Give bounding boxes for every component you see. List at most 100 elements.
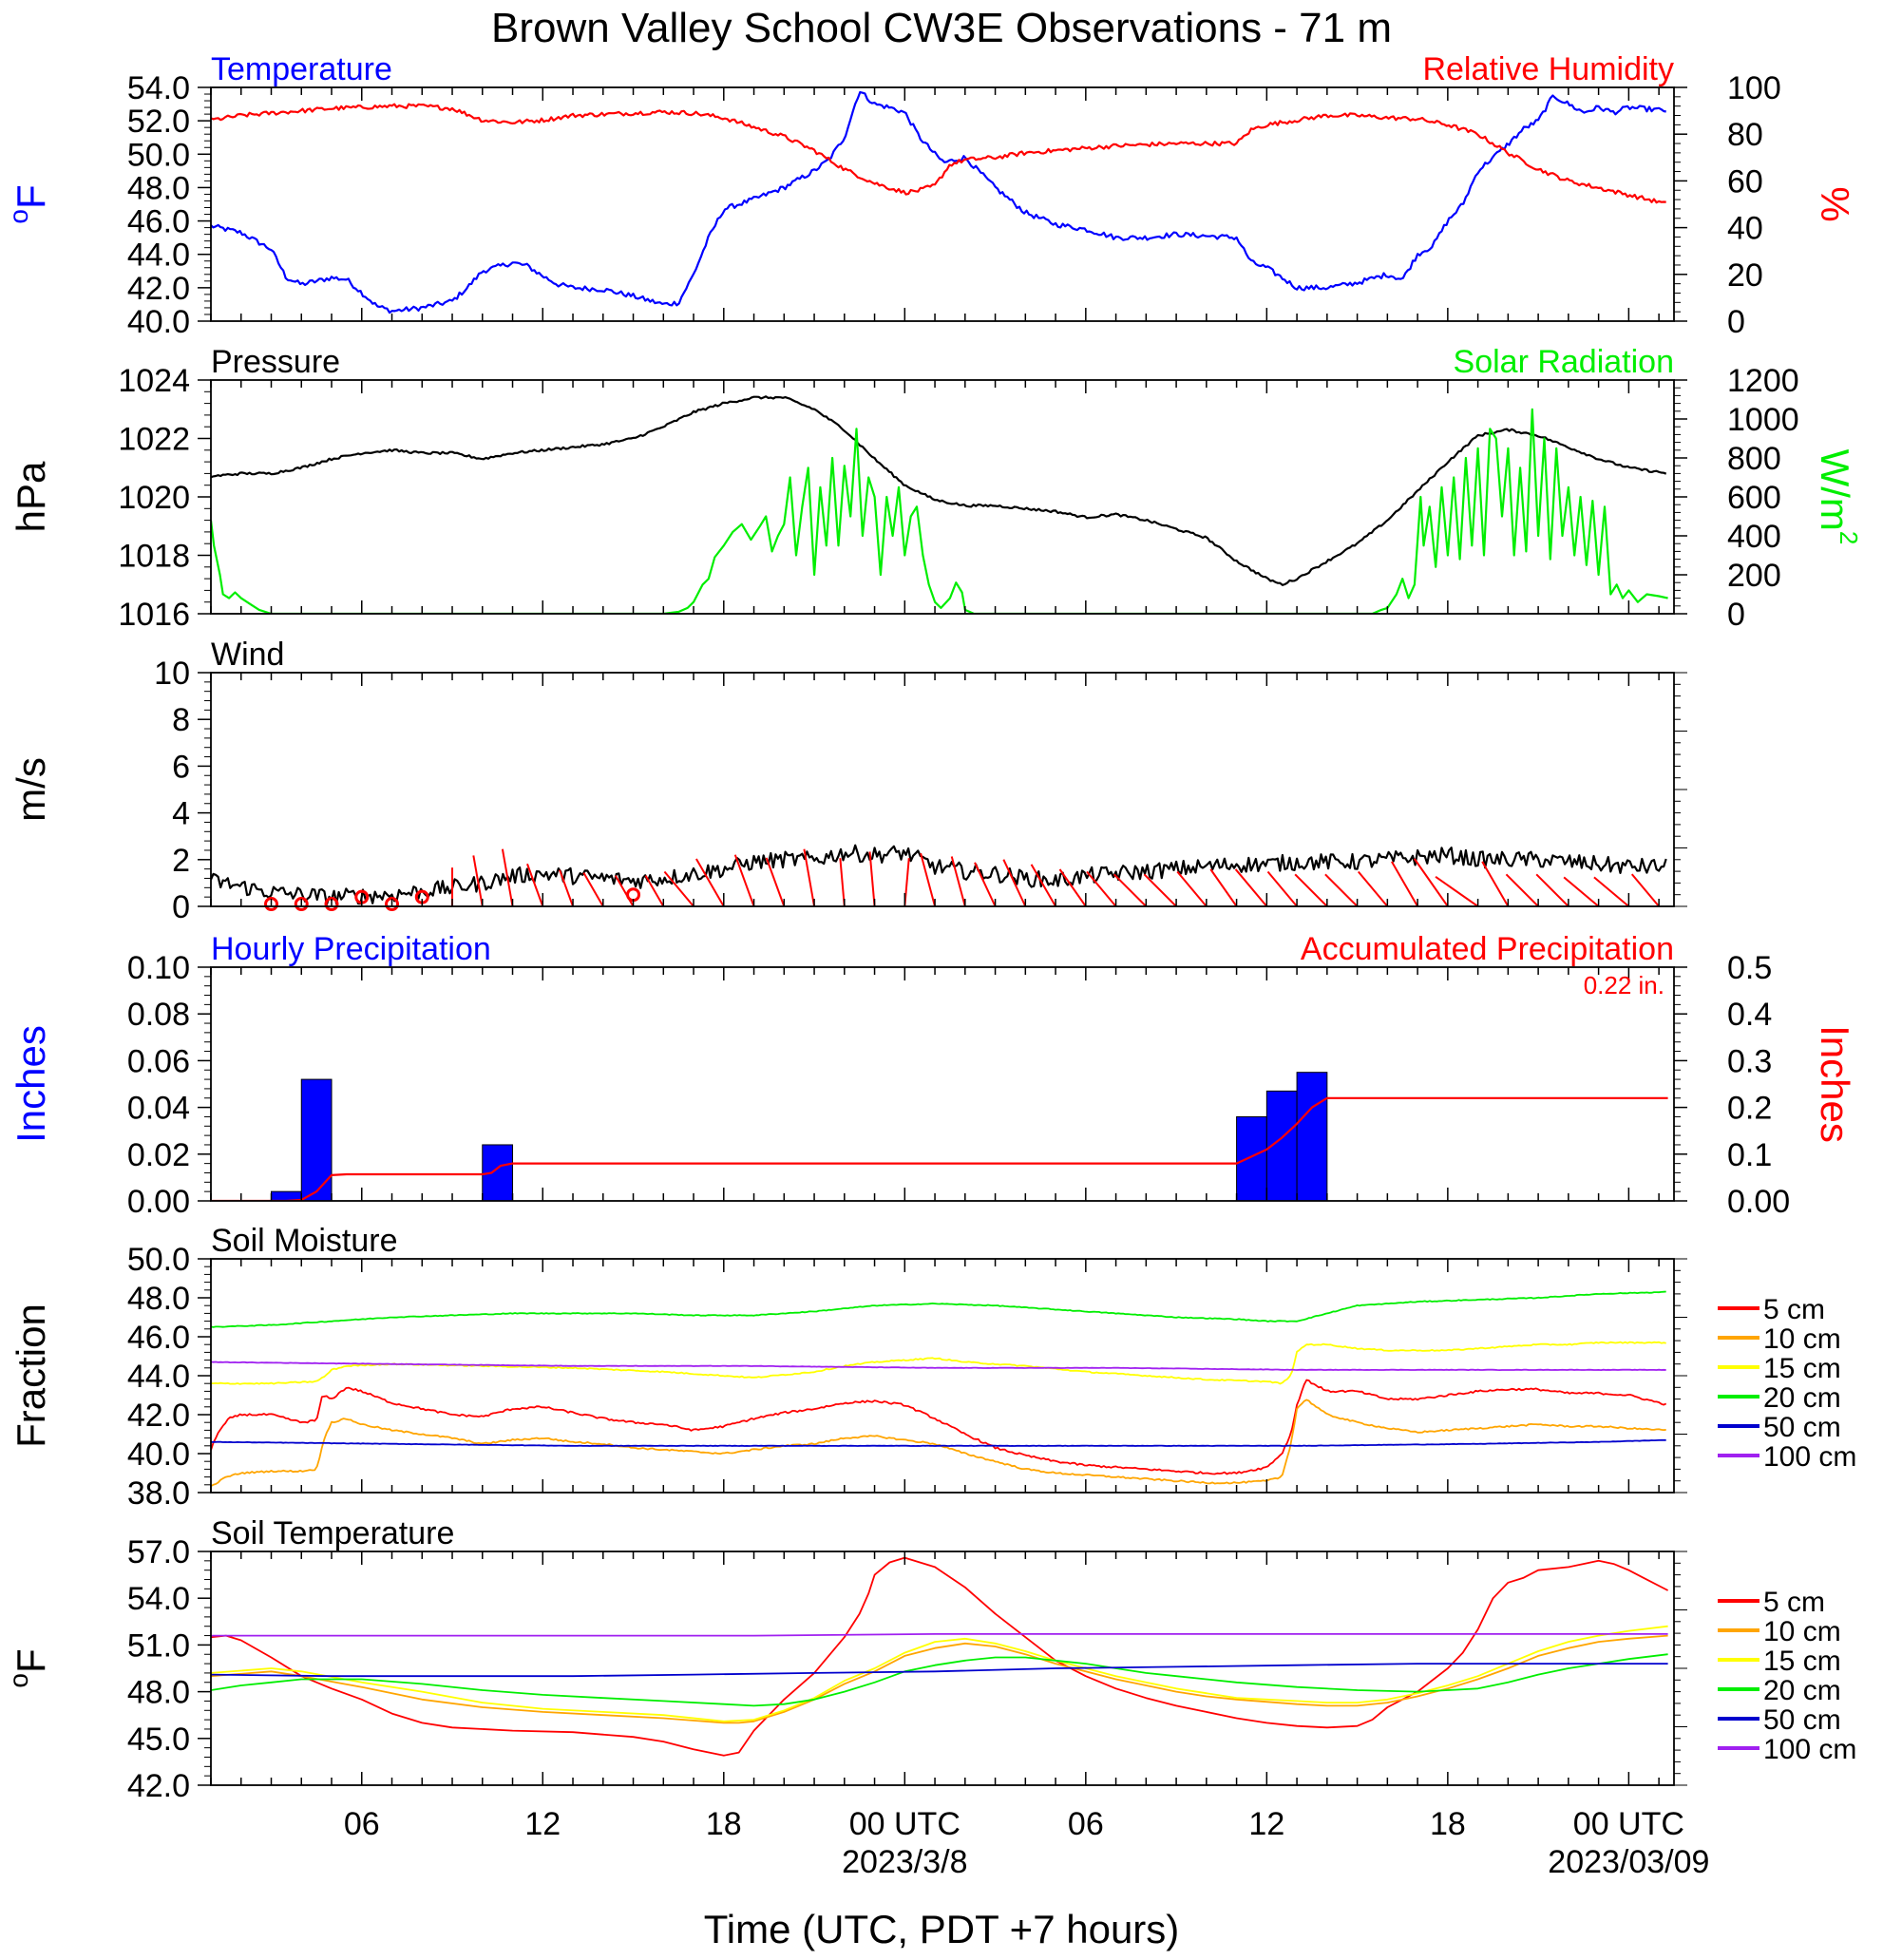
wind-barb: [1505, 873, 1539, 906]
wind-barb: [501, 848, 514, 906]
y-axis-label-left: hPa: [9, 461, 53, 532]
y-tick-label: 10: [154, 656, 190, 692]
plot-area: [211, 844, 1667, 906]
y-tick-label-right: 80: [1727, 117, 1763, 153]
wind-barb: [920, 852, 937, 906]
y-tick-label: 42.0: [127, 1768, 190, 1804]
y-tick-label: 44.0: [127, 238, 190, 274]
calm-wind-circle: [324, 897, 339, 912]
y-tick-label: 42.0: [127, 1398, 190, 1434]
calm-wind-circle: [626, 887, 641, 903]
y-tick-label: 2: [172, 843, 190, 879]
y-axis-label-left: Inches: [9, 1025, 53, 1143]
y-tick-label: 0.06: [127, 1043, 190, 1079]
y-tick-label-right: 1000: [1727, 402, 1799, 438]
wind-barb: [974, 862, 997, 906]
wind-barb: [1563, 876, 1600, 906]
wind-barb: [1002, 859, 1027, 906]
wind-barb: [1357, 870, 1389, 906]
panels: 40.042.044.046.048.050.052.054.002040608…: [4, 51, 1863, 1804]
panel-title-right: Accumulated Precipitation: [1301, 931, 1674, 967]
x-tick-label: 06: [344, 1806, 380, 1842]
y-tick-label: 42.0: [127, 271, 190, 307]
panel-wind: 0 2 4 6 8 10 Wind m/s: [9, 637, 1687, 925]
y-tick-label: 51.0: [127, 1627, 190, 1664]
legend-entry: 5 cm: [1763, 1294, 1825, 1325]
precip-bar: [1236, 1115, 1267, 1201]
y-tick-label-right: 0.5: [1727, 950, 1772, 986]
legend-entry: 10 cm: [1763, 1616, 1841, 1647]
accumulated-total-label: 0.22 in.: [1584, 971, 1664, 999]
series-line-50cm: [211, 1663, 1668, 1678]
wind-barb: [1413, 858, 1449, 906]
y-tick-label: 57.0: [127, 1534, 190, 1570]
wind-barb: [1324, 873, 1359, 906]
series-line-0: [211, 1096, 1668, 1201]
y-tick-label: 54.0: [127, 70, 190, 106]
y-tick-label: 44.0: [127, 1359, 190, 1395]
y-tick-label: 54.0: [127, 1581, 190, 1617]
y-tick-label: 38.0: [127, 1475, 190, 1512]
series-line-1: [211, 408, 1668, 614]
y-tick-label: 50.0: [127, 1242, 190, 1278]
wind-barb: [582, 872, 604, 906]
wind-barb: [614, 875, 635, 906]
y-tick-label: 0.10: [127, 950, 190, 986]
series-line-5cm: [211, 1556, 1669, 1757]
panel-soil_moisture: 38.040.042.044.046.048.050.0 Soil Moistur…: [9, 1223, 1856, 1512]
y-axis-label-left: oF: [4, 184, 53, 223]
y-tick-label: 48.0: [127, 1281, 190, 1317]
y-tick-label-right: 200: [1727, 558, 1781, 594]
y-tick-label-right: 60: [1727, 163, 1763, 200]
panel-frame: [210, 1258, 1675, 1494]
x-tick-label: 12: [524, 1806, 561, 1842]
y-tick-label: 4: [172, 796, 190, 832]
figure-title: Brown Valley School CW3E Observations - …: [491, 5, 1392, 51]
wind-barb: [1391, 861, 1418, 906]
y-tick-label-right: 0.2: [1727, 1091, 1772, 1127]
plot-area: [211, 1556, 1669, 1757]
legend-entry: 100 cm: [1763, 1734, 1856, 1765]
y-tick-label-right: 0.4: [1727, 997, 1772, 1033]
plot-area: [211, 1290, 1667, 1488]
x-tick-label: 12: [1248, 1806, 1284, 1842]
legend-entry: 100 cm: [1763, 1441, 1856, 1473]
legend-entry: 20 cm: [1763, 1382, 1841, 1414]
y-tick-label-right: 600: [1727, 480, 1781, 516]
x-tick-label: 00 UTC: [1573, 1806, 1684, 1842]
plot-area: [211, 395, 1668, 614]
wind-barb: [526, 863, 544, 906]
panel-title-left: Soil Moisture: [211, 1223, 398, 1259]
x-date-label: 2023/3/8: [842, 1844, 967, 1880]
panel-title-left: Temperature: [211, 51, 392, 87]
series-line-0: [211, 90, 1666, 314]
y-axis-label-right: W/m2: [1813, 449, 1863, 545]
y-tick-label-right: 100: [1727, 70, 1781, 106]
y-tick-label: 0: [172, 889, 190, 925]
y-axis-label-right: Inches: [1813, 1025, 1857, 1143]
legend-entry: 15 cm: [1763, 1646, 1841, 1677]
calm-wind-circle: [294, 897, 309, 912]
y-tick-label-right: 1200: [1727, 363, 1799, 399]
wind-barb: [1630, 873, 1660, 906]
y-tick-label-right: 400: [1727, 519, 1781, 555]
y-tick-label: 48.0: [127, 1675, 190, 1711]
panel-title-right: Relative Humidity: [1422, 51, 1674, 87]
x-tick-label: 06: [1068, 1806, 1104, 1842]
y-tick-label: 0.02: [127, 1137, 190, 1173]
wind-barb: [1266, 870, 1298, 906]
wind-barb: [1294, 873, 1328, 906]
series-line-10cm: [211, 1634, 1668, 1724]
series-line-1: [211, 103, 1666, 204]
y-tick-label: 1024: [118, 363, 190, 399]
panel-title-left: Pressure: [211, 344, 340, 380]
precip-bar: [300, 1078, 333, 1201]
wind-barb: [1535, 873, 1569, 906]
y-tick-label: 46.0: [127, 204, 190, 240]
series-line-50cm: [211, 1438, 1666, 1447]
wind-barb: [1113, 873, 1148, 906]
y-tick-label: 40.0: [127, 304, 190, 340]
y-tick-label: 46.0: [127, 1320, 190, 1356]
